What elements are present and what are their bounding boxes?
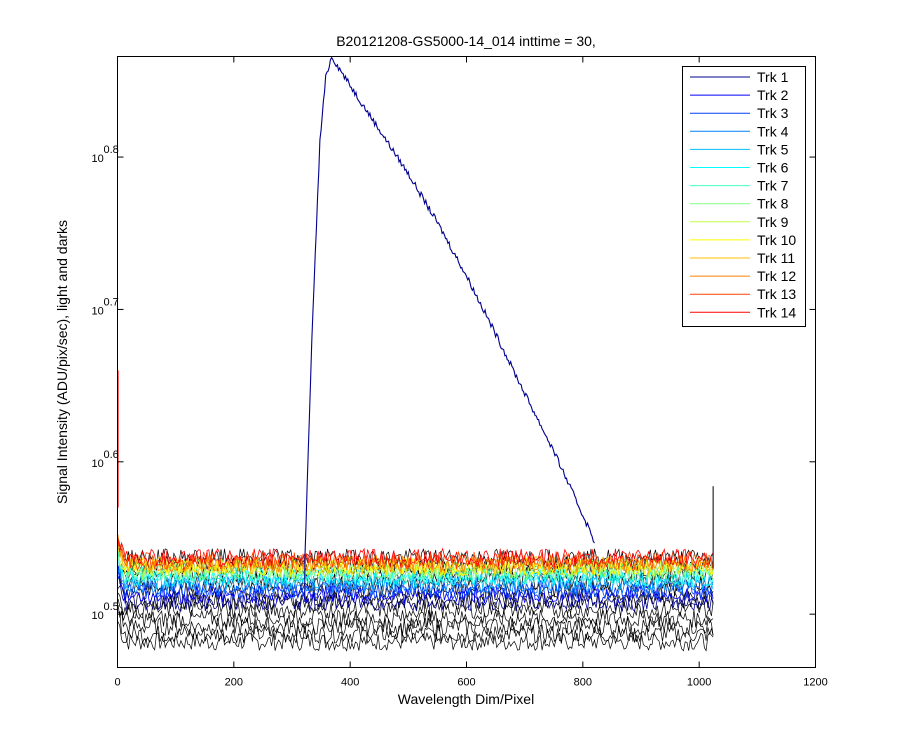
dark-trace-2 bbox=[117, 611, 714, 645]
series-line-trk-12 bbox=[117, 534, 714, 575]
dark-trace-5 bbox=[117, 592, 714, 620]
legend-label-trk-5: Trk 5 bbox=[757, 141, 789, 157]
x-tick-label: 800 bbox=[574, 677, 592, 689]
legend-label-trk-11: Trk 11 bbox=[757, 250, 795, 266]
series-line-trk-2 bbox=[117, 566, 714, 605]
legend-label-trk-13: Trk 13 bbox=[757, 286, 796, 302]
y-tick-base: 10 bbox=[92, 305, 104, 317]
legend-label-trk-10: Trk 10 bbox=[757, 232, 796, 248]
y-tick-base: 10 bbox=[92, 153, 104, 165]
chart-title: B20121208-GS5000-14_014 inttime = 30, bbox=[336, 33, 596, 49]
legend-label-trk-12: Trk 12 bbox=[757, 268, 796, 284]
series-line-trk-14 bbox=[117, 539, 714, 569]
y-tick-exponent: 0.6 bbox=[104, 449, 119, 461]
y-tick-exponent: 0.5 bbox=[104, 601, 119, 613]
y-tick-base: 10 bbox=[92, 458, 104, 470]
y-tick-exponent: 0.7 bbox=[104, 296, 119, 308]
x-ticks: 0 200 400 600 800 1000 1200 bbox=[114, 56, 828, 689]
series-line-trk-5 bbox=[117, 552, 714, 591]
legend-label-trk-9: Trk 9 bbox=[757, 214, 789, 230]
x-tick-label: 200 bbox=[225, 677, 243, 689]
y-tick-exponent: 0.8 bbox=[104, 144, 119, 156]
legend-label-trk-1: Trk 1 bbox=[757, 69, 789, 85]
legend-label-trk-8: Trk 8 bbox=[757, 196, 789, 212]
legend-label-trk-6: Trk 6 bbox=[757, 160, 789, 176]
series-line-trk-10 bbox=[117, 545, 714, 578]
x-tick-label: 400 bbox=[341, 677, 359, 689]
dark-trace-6 bbox=[117, 585, 714, 611]
x-tick-label: 1000 bbox=[687, 677, 711, 689]
legend-label-trk-3: Trk 3 bbox=[757, 105, 789, 121]
legend: Trk 1 Trk 2 Trk 3 Trk 4 Trk 5 Trk 6 Trk 7 Trk 8… bbox=[682, 66, 806, 327]
dark-trace-4 bbox=[117, 598, 714, 629]
x-axis-label: Wavelength Dim/Pixel bbox=[398, 691, 534, 707]
legend-label-trk-7: Trk 7 bbox=[757, 178, 789, 194]
y-axis-label: Signal Intensity (ADU/pix/sec), light an… bbox=[54, 220, 70, 504]
legend-label-trk-2: Trk 2 bbox=[757, 87, 789, 103]
legend-label-trk-14: Trk 14 bbox=[757, 304, 796, 320]
series-peak-trk-1 bbox=[304, 56, 595, 602]
legend-box bbox=[682, 66, 806, 327]
x-tick-label: 1200 bbox=[803, 677, 827, 689]
x-tick-label: 600 bbox=[457, 677, 475, 689]
series-line-trk-6 bbox=[117, 552, 714, 588]
x-tick-label: 0 bbox=[114, 677, 120, 689]
dark-trace-3 bbox=[117, 604, 714, 637]
series-line-trk-3 bbox=[117, 572, 714, 601]
legend-label-trk-4: Trk 4 bbox=[757, 123, 789, 139]
y-tick-base: 10 bbox=[92, 610, 104, 622]
series-line-trk-1 bbox=[117, 576, 714, 613]
traces bbox=[117, 56, 714, 652]
